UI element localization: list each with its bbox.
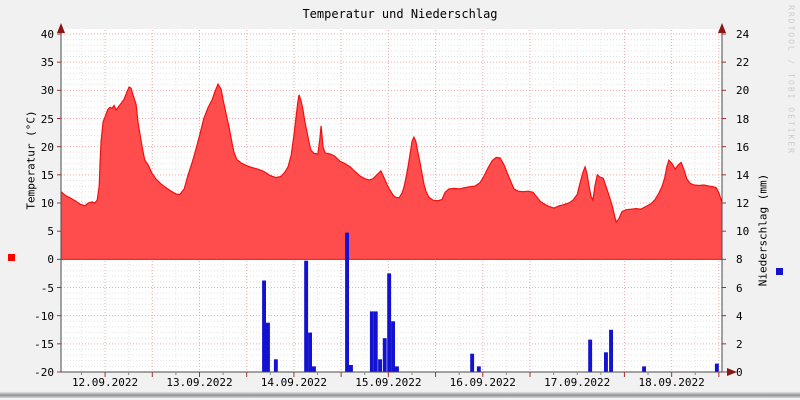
- precipitation-bar: [273, 359, 278, 372]
- temperature-legend-marker: [8, 254, 15, 261]
- date-tick-label: 13.09.2022: [166, 376, 233, 389]
- precipitation-bar: [387, 273, 392, 372]
- right-tick-label: 14: [736, 168, 750, 182]
- right-tick-label: 12: [736, 197, 750, 210]
- left-tick-label: -20: [34, 366, 54, 379]
- right-tick-label: 4: [736, 309, 743, 323]
- right-tick-label: 16: [736, 140, 750, 154]
- precipitation-bar: [714, 363, 719, 372]
- right-tick-label: 10: [736, 225, 750, 239]
- right-tick-label: 8: [736, 253, 743, 267]
- precipitation-bar: [395, 366, 399, 372]
- precipitation-bar: [470, 353, 475, 372]
- right-tick-label: 0: [736, 366, 743, 379]
- left-tick-label: -5: [40, 281, 54, 295]
- precipitation-bar: [308, 332, 312, 372]
- right-tick-label: 24: [736, 28, 750, 41]
- precipitation-bar: [373, 311, 378, 372]
- precipitation-bar: [369, 311, 374, 372]
- left-tick-label: 40: [40, 28, 54, 41]
- right-axis-arrow: [718, 23, 726, 33]
- left-tick-label: 25: [40, 112, 54, 126]
- date-tick-label: 12.09.2022: [71, 376, 139, 389]
- rrdtool-watermark: RRDTOOL / TOBI OETIKER: [786, 5, 796, 155]
- precipitation-bar: [604, 352, 608, 372]
- right-tick-label: 2: [736, 337, 743, 351]
- temperature-line: [60, 82, 723, 224]
- left-tick-label: 20: [40, 140, 54, 154]
- precipitation-bar: [345, 232, 349, 372]
- left-tick-label: 10: [40, 197, 54, 210]
- precipitation-bar: [609, 329, 613, 373]
- date-tick-label: 18.09.2022: [638, 376, 705, 389]
- precipitation-bar: [476, 366, 481, 372]
- left-tick-label: -10: [34, 309, 54, 323]
- left-axis-label: Temperatur (°C): [24, 110, 38, 210]
- date-tick-label: 17.09.2022: [544, 376, 611, 389]
- left-axis-arrow: [57, 23, 65, 33]
- precipitation-bar: [382, 338, 387, 372]
- precipitation-bar: [642, 366, 646, 372]
- left-tick-label: 5: [47, 225, 54, 239]
- right-tick-label: 22: [736, 56, 750, 70]
- left-tick-label: 30: [40, 84, 54, 98]
- precipitation-bar: [588, 339, 593, 372]
- date-tick-label: 14.09.2022: [260, 376, 328, 389]
- precipitation-legend-marker: [776, 268, 783, 275]
- precipitation-bar: [266, 322, 270, 372]
- date-tick-label: 15.09.2022: [355, 376, 422, 389]
- precipitation-bar: [262, 280, 266, 372]
- left-tick-label: -15: [34, 337, 54, 351]
- precipitation-bar: [312, 366, 316, 372]
- left-tick-label: 35: [40, 56, 54, 70]
- precipitation-bar: [304, 260, 309, 372]
- chart-title: Temperatur und Niederschlag: [302, 7, 498, 21]
- precipitation-bar: [391, 321, 395, 372]
- right-tick-label: 6: [736, 281, 743, 295]
- left-tick-label: 15: [40, 168, 54, 182]
- window-bottom-edge: [0, 391, 800, 398]
- left-tick-label: 0: [47, 253, 54, 267]
- temperature-area: [61, 84, 722, 260]
- precipitation-bar: [378, 359, 382, 372]
- right-tick-label: 18: [736, 112, 750, 126]
- precipitation-bar: [349, 365, 353, 372]
- x-axis-arrow: [727, 368, 737, 376]
- date-tick-label: 16.09.2022: [449, 376, 516, 389]
- right-tick-label: 20: [736, 84, 750, 98]
